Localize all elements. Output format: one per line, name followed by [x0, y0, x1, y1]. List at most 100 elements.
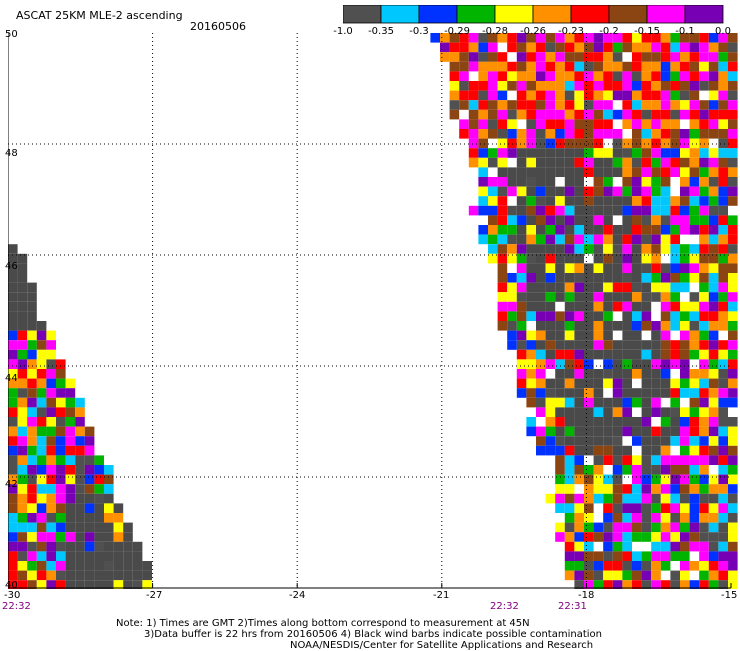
swath-cell [632, 359, 642, 369]
swath-cell [132, 580, 143, 589]
swath-cell [555, 484, 565, 494]
swath-cell [555, 119, 565, 129]
swath-cell [670, 253, 680, 264]
swath-cell [27, 580, 37, 589]
note-line-2: 3)Data buffer is 22 hrs from 20160506 4)… [144, 629, 602, 640]
swath-cell [488, 90, 498, 101]
swath-cell [545, 397, 556, 408]
swath-cell [622, 273, 632, 283]
swath-cell [699, 33, 709, 43]
swath-cell [574, 90, 584, 101]
swath-cell [603, 292, 613, 302]
swath-cell [622, 532, 632, 542]
swath-cell [17, 292, 28, 302]
swath-cell [622, 109, 632, 120]
swath-cell [632, 167, 642, 177]
swath-cell [545, 417, 556, 427]
swath-cell [670, 244, 680, 254]
swath-cell [670, 484, 680, 494]
swath-cell [468, 81, 479, 91]
swath-cell [603, 90, 613, 101]
swath-cell [612, 551, 623, 561]
swath-cell [36, 369, 47, 379]
swath-cell [660, 263, 671, 273]
swath-cell [680, 484, 690, 494]
swath-cell [670, 407, 680, 417]
swath-cell [622, 253, 632, 264]
swath-cell [680, 465, 690, 475]
swath-cell [728, 109, 738, 120]
swath-cell [680, 167, 690, 177]
swath-cell [584, 503, 594, 513]
swath-cell [728, 561, 738, 571]
swath-cell [641, 42, 652, 53]
y-tick-label-40: 40 [5, 580, 18, 591]
swath-cell [680, 109, 690, 120]
colorbar-segment [494, 5, 534, 24]
swath-cell [46, 474, 56, 485]
pass-time-middle: 22:32 [490, 601, 519, 612]
swath-cell [123, 541, 133, 552]
swath-cell [660, 369, 671, 379]
swath-cell [8, 244, 18, 254]
swath-cell [584, 61, 594, 72]
swath-cell [507, 292, 517, 302]
swath-cell [564, 484, 575, 494]
swath-cell [632, 157, 642, 168]
note-line-1: Note: 1) Times are GMT 2)Times along bot… [116, 618, 530, 629]
swath-cell [488, 33, 498, 43]
swath-cell [17, 397, 28, 408]
swath-cell [632, 465, 642, 475]
swath-cell [718, 455, 728, 465]
swath-cell [574, 417, 584, 427]
swath-cell [612, 42, 623, 53]
swath-cell [526, 129, 536, 139]
swath-cell [17, 570, 28, 581]
swath-cell [27, 426, 37, 437]
swath-cell [718, 407, 728, 417]
swath-cell [430, 33, 440, 43]
swath-cell [593, 561, 604, 571]
swath-cell [584, 282, 594, 293]
swath-cell [564, 388, 575, 398]
swath-cell [555, 397, 565, 408]
swath-cell [46, 359, 56, 369]
swath-cell [36, 551, 47, 561]
swath-cell [728, 81, 738, 91]
swath-cell [718, 119, 728, 129]
swath-cell [507, 33, 517, 43]
swath-cell [468, 157, 479, 168]
swath-cell [593, 445, 604, 456]
swath-cell [651, 532, 661, 542]
swath-cell [75, 493, 85, 504]
swath-cell [670, 378, 680, 389]
swath-cell [708, 445, 719, 456]
swath-cell [56, 455, 66, 465]
swath-cell [56, 532, 66, 542]
swath-cell [564, 455, 575, 465]
swath-cell [632, 186, 642, 197]
swath-cell [651, 225, 661, 235]
swath-cell [689, 215, 700, 225]
swath-cell [632, 225, 642, 235]
swath-cell [718, 359, 728, 369]
swath-cell [36, 561, 47, 571]
swath-cell [516, 301, 527, 312]
swath-cell [632, 273, 642, 283]
swath-cell [622, 330, 632, 341]
swath-cell [459, 81, 469, 91]
swath-cell [545, 407, 556, 417]
swath-cell [545, 186, 556, 197]
swath-cell [478, 81, 488, 91]
swath-cell [75, 417, 85, 427]
swath-cell [584, 561, 594, 571]
swath-cell [680, 90, 690, 101]
swath-cell [632, 71, 642, 81]
swath-cell [555, 493, 565, 504]
swath-cell [622, 417, 632, 427]
swath-cell [708, 205, 719, 216]
swath-cell [670, 109, 680, 120]
swath-cell [564, 541, 575, 552]
swath-cell [699, 52, 709, 62]
swath-cell [459, 33, 469, 43]
